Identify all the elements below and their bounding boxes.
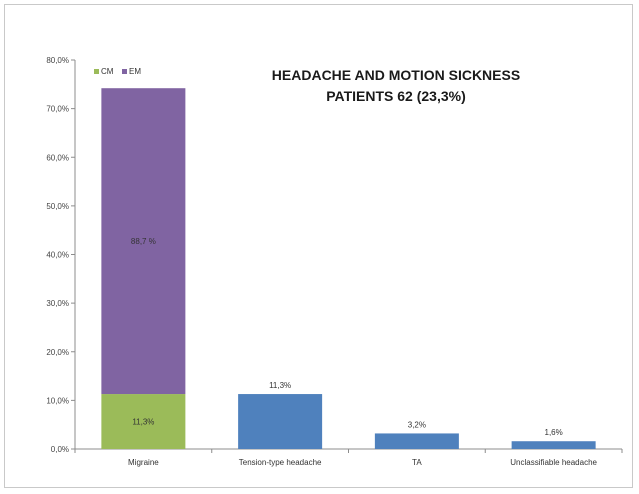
data-label-cm: 11,3% <box>132 418 154 427</box>
legend: CM EM <box>94 67 141 76</box>
data-label-em: 88,7 % <box>131 237 156 246</box>
y-tick-label: 50,0% <box>46 202 69 211</box>
bar-segment-em <box>101 88 186 395</box>
legend-label-em: EM <box>129 67 141 76</box>
chart-marks <box>101 88 596 449</box>
legend-label-cm: CM <box>101 67 114 76</box>
x-category-label: Tension-type headache <box>239 458 322 467</box>
data-labels: 11,3% 88,7 % 11,3% 3,2% 1,6% <box>131 237 563 437</box>
y-tick-label: 10,0% <box>46 396 69 405</box>
y-tick-label: 60,0% <box>46 153 69 162</box>
y-tick-label: 70,0% <box>46 105 69 114</box>
chart-title-line-2: PATIENTS 62 (23,3%) <box>326 88 466 104</box>
data-label: 1,6% <box>545 428 563 437</box>
chart-title: HEADACHE AND MOTION SICKNESS PATIENTS 62… <box>272 67 520 104</box>
bar <box>374 433 459 449</box>
x-category-label: Migraine <box>128 458 159 467</box>
legend-swatch-em <box>122 69 127 74</box>
y-tick-label: 40,0% <box>46 251 69 260</box>
y-tick-label: 80,0% <box>46 56 69 65</box>
data-label: 11,3% <box>269 381 291 390</box>
x-category-label: Unclassifiable headache <box>510 458 597 467</box>
y-tick-label: 30,0% <box>46 299 69 308</box>
y-tick-label: 20,0% <box>46 348 69 357</box>
x-category-label: TA <box>412 458 422 467</box>
bar-segment-cm <box>101 394 186 449</box>
bar <box>238 394 323 449</box>
legend-swatch-cm <box>94 69 99 74</box>
chart-title-line-1: HEADACHE AND MOTION SICKNESS <box>272 67 520 83</box>
y-tick-label: 0,0% <box>51 445 69 454</box>
bar <box>511 441 596 449</box>
data-label: 3,2% <box>408 420 426 429</box>
